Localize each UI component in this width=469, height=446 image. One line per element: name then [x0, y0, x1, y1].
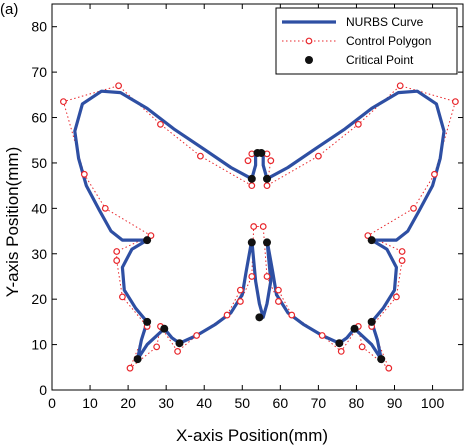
critical-point-marker [143, 236, 152, 245]
y-tick-label: 50 [31, 155, 47, 171]
control-point-marker [60, 98, 67, 106]
critical-point-marker [255, 313, 264, 322]
control-point-marker [248, 182, 256, 190]
x-tick-label: 10 [82, 395, 98, 411]
control-point-marker [263, 273, 271, 280]
critical-point-marker [257, 148, 266, 157]
plot-border [51, 3, 464, 391]
control-point-marker [354, 120, 362, 128]
critical-point-marker [367, 317, 376, 326]
control-point-marker [113, 248, 121, 255]
critical-point-marker [367, 236, 376, 245]
critical-point-marker [143, 317, 152, 326]
y-tick-label: 0 [39, 382, 47, 398]
x-tick-label: 60 [273, 395, 289, 411]
plot-area [51, 3, 464, 391]
control-point-marker [451, 98, 459, 106]
critical-point-marker [335, 339, 344, 348]
x-axis-label: X-axis Position(mm) [176, 426, 328, 445]
y-tick-label: 70 [31, 64, 47, 80]
control-point-marker [275, 298, 282, 305]
critical-point-marker [263, 238, 272, 247]
y-axis-label: Y-axis Position(mm) [3, 147, 22, 298]
x-tick-label: 20 [120, 395, 136, 411]
y-tick-label: 80 [31, 19, 47, 35]
y-tick-label: 60 [31, 110, 47, 126]
control-point-marker [223, 311, 231, 319]
x-tick-label: 50 [234, 395, 250, 411]
y-tick-label: 10 [31, 337, 47, 353]
control-point-marker [197, 152, 204, 160]
legend-label: Critical Point [346, 53, 414, 67]
y-tick-label: 30 [31, 246, 47, 262]
control-point-marker [157, 120, 164, 128]
control-point-marker [259, 223, 267, 230]
critical-point-marker [247, 238, 256, 247]
critical-point-marker [350, 324, 359, 333]
critical-point-marker [133, 355, 142, 364]
legend-control-marker [305, 37, 313, 45]
control-point-marker [115, 82, 122, 90]
legend: NURBS Curve Control Polygon Critical Point [275, 7, 458, 75]
x-tick-label: 80 [349, 395, 365, 411]
control-point-marker [337, 348, 345, 355]
x-tick-label: 100 [421, 395, 445, 411]
x-tick-label: 0 [48, 395, 56, 411]
control-point-marker [358, 343, 366, 351]
control-point-marker [248, 273, 256, 280]
critical-point-marker [247, 174, 256, 183]
control-point-marker [236, 298, 244, 305]
control-point-marker [101, 204, 109, 212]
control-point-marker [267, 157, 275, 165]
control-point-marker [385, 364, 393, 372]
x-axis: 0 10 20 30 40 50 60 70 80 90 100 [48, 4, 444, 411]
x-tick-label: 40 [196, 395, 212, 411]
control-point-marker [244, 157, 252, 165]
control-point-marker [393, 293, 400, 301]
control-point-marker [80, 170, 88, 178]
critical-point-marker [160, 324, 169, 333]
control-point-marker [153, 343, 161, 351]
control-point-marker [126, 364, 134, 372]
x-tick-label: 70 [311, 395, 327, 411]
control-point-marker [263, 182, 271, 190]
y-tick-label: 40 [31, 200, 47, 216]
control-point-marker [314, 152, 322, 160]
control-polygon-line [62, 85, 457, 370]
series-layer [60, 82, 459, 372]
control-point-marker [113, 257, 121, 264]
control-point-marker [410, 204, 417, 212]
y-tick-label: 20 [31, 291, 47, 307]
control-point-marker [250, 223, 258, 230]
control-point-marker [431, 170, 438, 178]
control-point-marker [398, 248, 406, 255]
control-point-marker [174, 348, 181, 355]
control-point-marker [398, 257, 406, 264]
control-point-marker [193, 332, 201, 339]
y-axis: 0 10 20 30 40 50 60 70 80 [31, 19, 463, 398]
legend-label: Control Polygon [346, 34, 431, 48]
legend-label: NURBS Curve [346, 15, 424, 29]
critical-point-marker [175, 339, 184, 348]
legend-critical-marker [305, 56, 313, 64]
control-point-marker [288, 311, 296, 319]
control-point-marker [275, 286, 282, 294]
control-point-marker [119, 293, 126, 301]
control-point-marker [318, 332, 326, 339]
critical-point-marker [263, 174, 272, 183]
control-point-marker [236, 286, 244, 294]
x-tick-label: 30 [158, 395, 174, 411]
panel-label: (a) [0, 1, 18, 18]
control-point-marker [396, 82, 404, 90]
critical-point-marker [377, 355, 386, 364]
x-tick-label: 90 [387, 395, 403, 411]
